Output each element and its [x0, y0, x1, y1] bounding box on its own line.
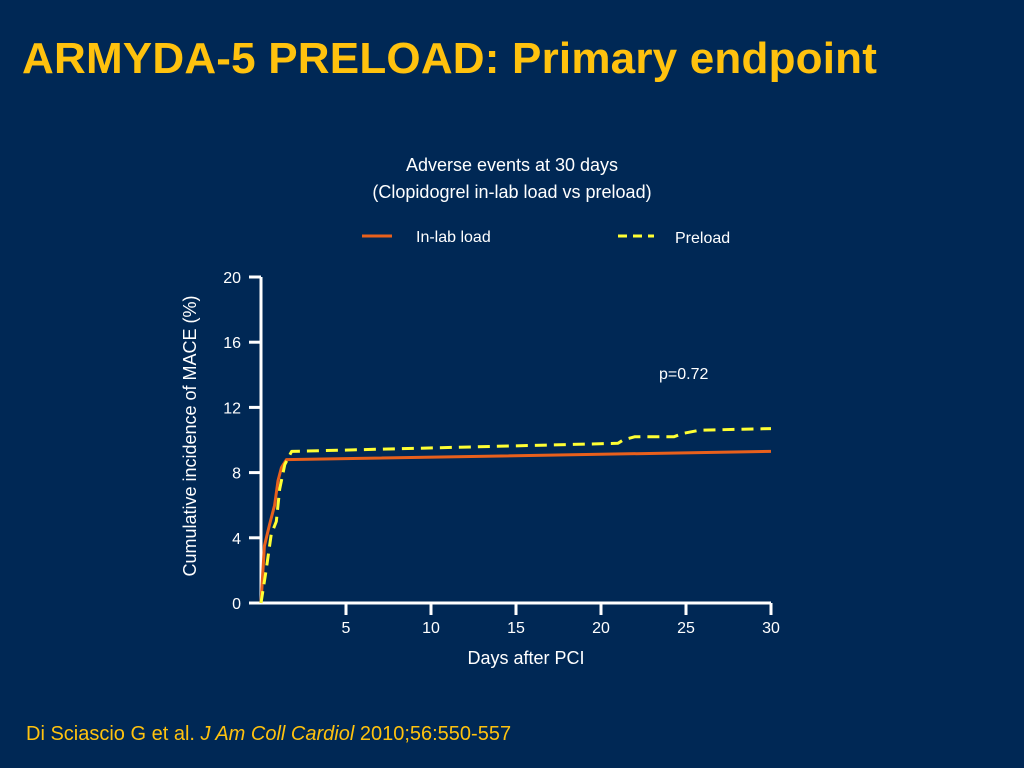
series-line-in-lab-load — [259, 449, 772, 604]
y-axis-label: Cumulative incidence of MACE (%) — [180, 295, 200, 576]
p-value-annotation: p=0.72 — [659, 366, 708, 383]
y-tick-label: 8 — [232, 466, 241, 483]
y-tick-label: 16 — [223, 335, 241, 352]
y-tick-label: 12 — [223, 400, 241, 417]
y-tick-label: 0 — [232, 596, 241, 613]
legend: In-lab load Preload — [362, 229, 730, 247]
y-tick-label: 4 — [232, 531, 241, 548]
citation-reference: 2010;56:550-557 — [354, 723, 512, 745]
series-group — [259, 427, 772, 604]
axes: 0 4 8 12 16 20 5 10 15 20 25 30 — [223, 270, 780, 637]
citation-journal: J Am Coll Cardiol — [200, 723, 355, 745]
legend-label-preload: Preload — [675, 230, 730, 247]
x-tick-label: 20 — [592, 620, 610, 637]
x-tick-label: 10 — [422, 620, 440, 637]
x-tick-label: 30 — [762, 620, 780, 637]
chart-title: Adverse events at 30 days — [405, 155, 619, 175]
x-tick-label: 15 — [507, 620, 525, 637]
x-axis-label: Days after PCI — [467, 648, 584, 668]
y-tick-label: 20 — [223, 270, 241, 287]
chart-subtitle: (Clopidogrel in-lab load vs preload) — [372, 182, 652, 202]
citation: Di Sciascio G et al. J Am Coll Cardiol 2… — [26, 723, 511, 746]
x-tick-label: 5 — [342, 620, 351, 637]
slide-title: ARMYDA-5 PRELOAD: Primary endpoint — [22, 34, 878, 83]
x-tick-label: 25 — [677, 620, 695, 637]
citation-authors: Di Sciascio G et al. — [26, 723, 201, 745]
legend-label-in-lab-load: In-lab load — [416, 229, 491, 246]
